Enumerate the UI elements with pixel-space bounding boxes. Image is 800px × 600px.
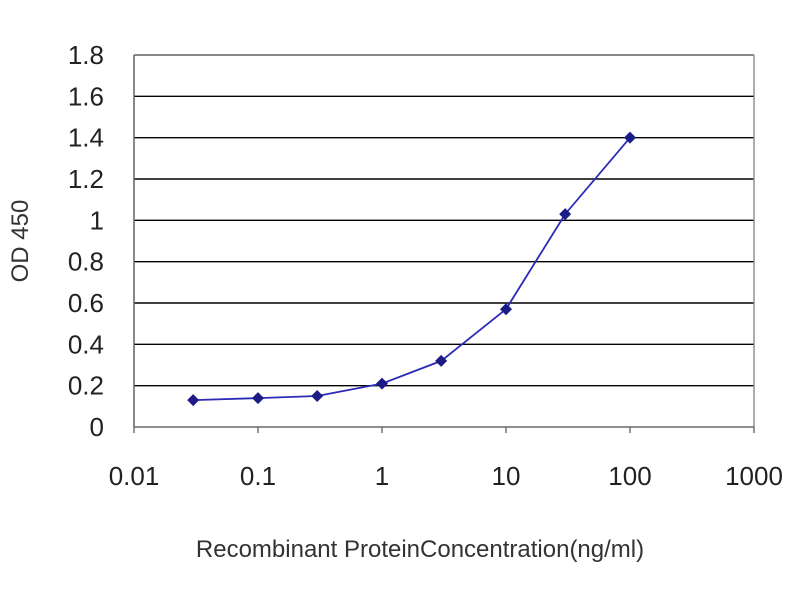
data-point xyxy=(624,131,636,144)
y-tick-label: 1.6 xyxy=(68,81,104,111)
series-group xyxy=(187,131,636,407)
y-tick-label: 1.2 xyxy=(68,164,104,194)
data-point xyxy=(376,377,388,390)
data-point xyxy=(187,394,200,407)
series-line xyxy=(193,137,631,401)
plot-area xyxy=(134,55,754,427)
x-tick-label: 10 xyxy=(492,461,521,491)
plot-frame xyxy=(133,54,755,428)
x-tick-label: 100 xyxy=(608,461,651,491)
data-point xyxy=(311,390,324,402)
data-point xyxy=(500,303,512,316)
x-tick-label: 1 xyxy=(375,461,389,491)
data-point xyxy=(435,354,448,367)
y-tick-label: 1.8 xyxy=(68,40,104,70)
y-tick-label: 0.4 xyxy=(68,329,104,359)
y-tick-label: 1 xyxy=(90,205,104,235)
x-tick-label: 0.01 xyxy=(109,461,160,491)
x-tick-label: 1000 xyxy=(725,461,783,491)
x-tick-labels: 0.01 0.1 1 10 100 1000 xyxy=(109,427,783,491)
y-tick-label: 0.2 xyxy=(68,371,104,401)
data-point xyxy=(252,392,264,405)
y-tick-label: 1.4 xyxy=(68,123,104,153)
y-axis-title: OD 450 xyxy=(7,200,34,283)
x-axis-title: Recombinant ProteinConcentration(ng/ml) xyxy=(196,536,644,563)
y-tick-label: 0.8 xyxy=(68,247,104,277)
y-tick-labels: 0 0.2 0.4 0.6 0.8 1 1.2 1.4 1.6 1.8 xyxy=(68,40,104,442)
x-tick-label: 0.1 xyxy=(240,461,276,491)
data-point xyxy=(559,208,572,221)
y-tick-label: 0.6 xyxy=(68,288,104,318)
y-tick-label: 0 xyxy=(90,412,104,442)
